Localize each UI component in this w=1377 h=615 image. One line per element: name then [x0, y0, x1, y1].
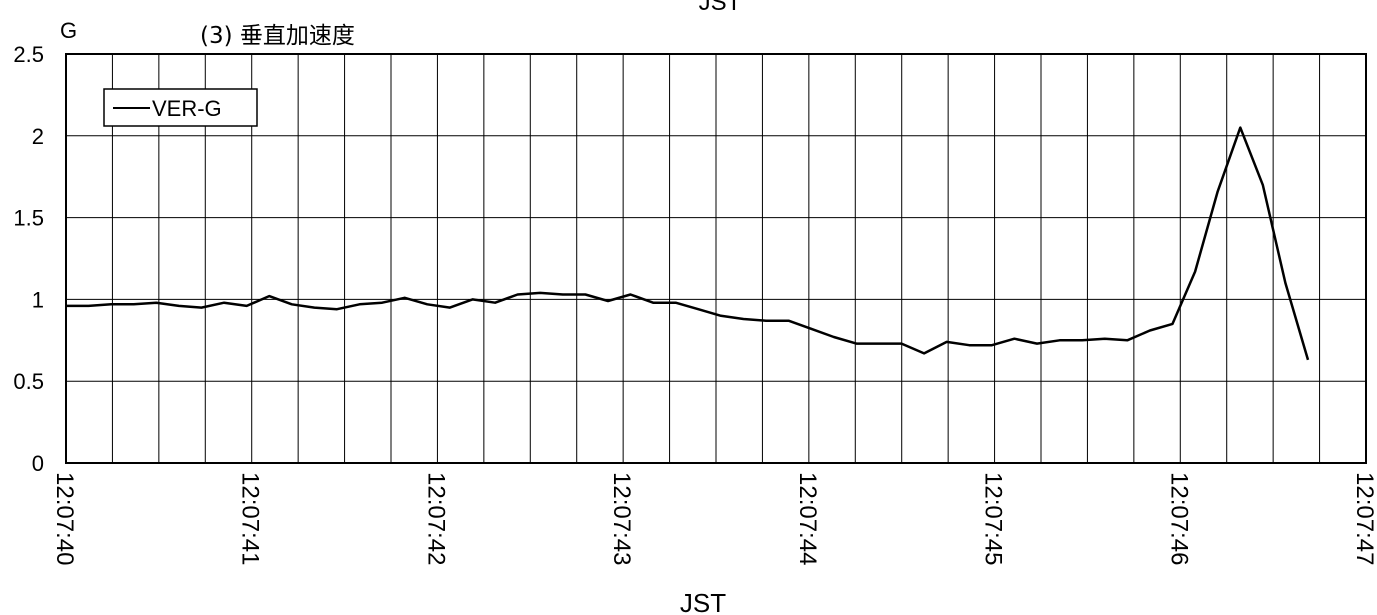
- series-line: [66, 126, 1310, 361]
- y-axis-unit-label: G: [60, 18, 77, 43]
- y-tick-label: 1: [32, 287, 44, 312]
- y-tick-label: 0.5: [13, 369, 44, 394]
- x-tick-label: 12:07:40: [51, 472, 78, 565]
- x-tick-label: 12:07:45: [980, 472, 1007, 565]
- x-tick-label: 12:07:42: [422, 472, 449, 565]
- y-tick-labels: 0 0.5 1 1.5 2 2.5: [13, 42, 44, 476]
- series-layer: [66, 126, 1310, 361]
- x-axis-title: JST: [680, 588, 726, 615]
- x-tick-label: 12:07:41: [237, 472, 264, 565]
- legend: VER-G: [103, 88, 258, 127]
- y-tick-label: 1.5: [13, 206, 44, 231]
- x-tick-labels: 12:07:40 12:07:41 12:07:42 12:07:43 12:07:44…: [51, 472, 1377, 565]
- plot-frame: [65, 53, 1367, 464]
- x-tick-label: 12:07:44: [794, 472, 821, 565]
- x-tick-label: 12:07:47: [1351, 472, 1377, 565]
- legend-label: VER-G: [152, 96, 222, 121]
- x-tick-label: 12:07:46: [1165, 472, 1192, 565]
- top-axis-label: JST: [699, 0, 742, 16]
- x-tick-label: 12:07:43: [608, 472, 635, 565]
- y-tick-label: 0: [32, 451, 44, 476]
- y-tick-label: 2: [32, 124, 44, 149]
- chart-title: (3) 垂直加速度: [200, 23, 355, 49]
- y-tick-label: 2.5: [13, 42, 44, 67]
